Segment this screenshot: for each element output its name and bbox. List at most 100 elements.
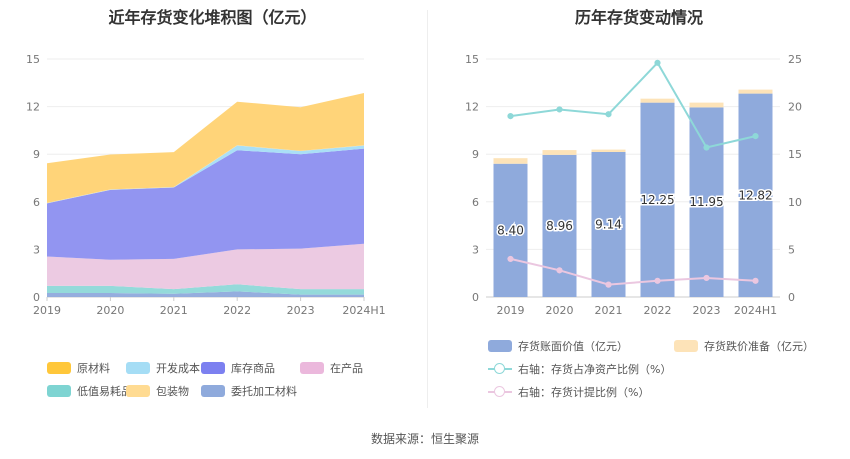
y-tick-label: 0: [472, 291, 479, 304]
y2-tick-label: 20: [788, 101, 802, 114]
line-point: [654, 59, 661, 66]
bar-book-value: [738, 93, 773, 298]
y-tick-label: 3: [472, 243, 479, 256]
legend-swatch: [488, 386, 512, 398]
bar-value-label: 12.25: [640, 193, 674, 207]
bar-value-label: 11.95: [689, 195, 723, 209]
line-point: [752, 277, 759, 284]
x-tick-label: 2022: [223, 304, 251, 317]
legend-item[interactable]: 原材料: [47, 360, 110, 376]
legend-label: 右轴：存货计提比例（%）: [518, 386, 650, 399]
line-point: [654, 277, 661, 284]
legend-item[interactable]: 包装物: [126, 383, 189, 399]
x-tick-label: 2020: [546, 304, 574, 317]
y-tick-label: 15: [26, 53, 40, 66]
legend-label: 右轴：存货占净资产比例（%）: [518, 363, 672, 376]
x-tick-label: 2021: [595, 304, 623, 317]
legend-item[interactable]: 库存商品: [201, 360, 275, 376]
bar-impairment-provision: [738, 89, 773, 94]
bar-impairment-provision: [542, 150, 577, 155]
bar-impairment-provision: [689, 102, 724, 108]
legend-item[interactable]: 委托加工材料: [201, 383, 297, 399]
panel-divider: [427, 10, 428, 408]
y-tick-label: 12: [465, 101, 479, 114]
area-series: [47, 148, 364, 260]
legend-item[interactable]: 开发成本: [126, 360, 200, 376]
line-point: [752, 133, 759, 140]
legend-label: 委托加工材料: [231, 385, 297, 398]
x-tick-label: 2024H1: [734, 304, 777, 317]
legend-item[interactable]: 存货跌价准备（亿元）: [674, 338, 814, 354]
y-tick-label: 9: [33, 148, 40, 161]
legend-swatch: [674, 340, 698, 352]
right-chart-title: 历年存货变动情况: [574, 8, 703, 27]
bar-book-value: [689, 107, 724, 297]
legend-item[interactable]: 存货账面价值（亿元）: [488, 338, 628, 354]
y-tick-label: 12: [26, 101, 40, 114]
left-chart-title: 近年存货变化堆积图（亿元）: [108, 8, 317, 27]
y-tick-label: 15: [465, 53, 479, 66]
bar-book-value: [640, 102, 675, 297]
y2-tick-label: 0: [788, 291, 795, 304]
legend-marker: [494, 363, 505, 374]
area-series: [47, 291, 364, 297]
x-tick-label: 2019: [33, 304, 61, 317]
line-point: [703, 274, 710, 282]
inventory-stacked-area-chart: 0 3 6 9 12 15 2019 2020 2021 2022 2023 2024H1: [26, 53, 386, 317]
legend-label: 包装物: [156, 385, 189, 398]
x-tick-label: 2023: [287, 304, 315, 317]
legend-swatch: [47, 362, 71, 374]
bar-book-value: [591, 151, 626, 297]
x-tick-label: 2023: [693, 304, 721, 317]
legend-label: 原材料: [77, 362, 110, 375]
y2-tick-label: 25: [788, 53, 802, 66]
x-tick-label: 2021: [160, 304, 188, 317]
y-tick-label: 6: [33, 196, 40, 209]
x-tick-label: 2022: [644, 304, 672, 317]
legend-swatch: [126, 362, 150, 374]
legend-item[interactable]: 右轴：存货计提比例（%）: [488, 384, 649, 400]
y-tick-label: 9: [472, 148, 479, 161]
x-tick-label: 2019: [497, 304, 525, 317]
line-point: [605, 281, 612, 288]
bar-value-label: 8.40: [497, 223, 524, 237]
bar-value-label: 9.14: [595, 217, 622, 231]
area-series: [47, 145, 364, 204]
inventory-bar-line-chart: 0 3 6 9 12 15 0 5 10 15 20 25 2019 2020 2021 2022 2023 20…: [465, 53, 802, 317]
legend-swatch: [300, 362, 324, 374]
line-point: [556, 267, 563, 274]
bar-impairment-provision: [493, 158, 528, 164]
y2-tick-label: 15: [788, 148, 802, 161]
bar-value-label: 12.82: [738, 188, 772, 202]
y-tick-label: 0: [33, 291, 40, 304]
area-series: [47, 284, 364, 295]
legend-item[interactable]: 右轴：存货占净资产比例（%）: [488, 361, 671, 377]
y-tick-label: 3: [33, 243, 40, 256]
y2-tick-label: 5: [788, 243, 795, 256]
line-point: [605, 111, 612, 118]
legend-label: 存货账面价值（亿元）: [518, 340, 628, 353]
legend-label: 开发成本: [156, 362, 200, 375]
legend-swatch: [126, 385, 150, 397]
legend-label: 低值易耗品: [77, 385, 132, 398]
line-point: [507, 255, 514, 263]
area-series: [47, 243, 364, 290]
legend-label: 库存商品: [231, 362, 275, 375]
inventory-change-panel: 历年存货变动情况 0 3 6 9 12 15 0 5 10 15 20 25 2019 2020 2021 2…: [428, 0, 850, 420]
bar-impairment-provision: [640, 98, 675, 103]
line-point: [703, 144, 710, 151]
inventory-stacked-area-panel: 近年存货变化堆积图（亿元） 0 3 6 9 12 15 2019 2020 2021 2022 20…: [0, 0, 425, 420]
legend-swatch: [488, 340, 512, 352]
bar-book-value: [493, 163, 528, 297]
legend-marker: [494, 386, 505, 397]
data-source-note: 数据来源：恒生聚源: [370, 432, 479, 446]
bar-impairment-provision: [591, 149, 626, 152]
legend-swatch: [47, 385, 71, 397]
legend-label: 在产品: [330, 362, 363, 375]
x-tick-label: 2020: [96, 304, 124, 317]
area-series: [47, 93, 364, 203]
legend-item[interactable]: 低值易耗品: [47, 383, 132, 399]
legend-item[interactable]: 在产品: [300, 360, 363, 376]
line-inventory-to-net-assets: [510, 61, 756, 149]
y-tick-label: 6: [472, 196, 479, 209]
